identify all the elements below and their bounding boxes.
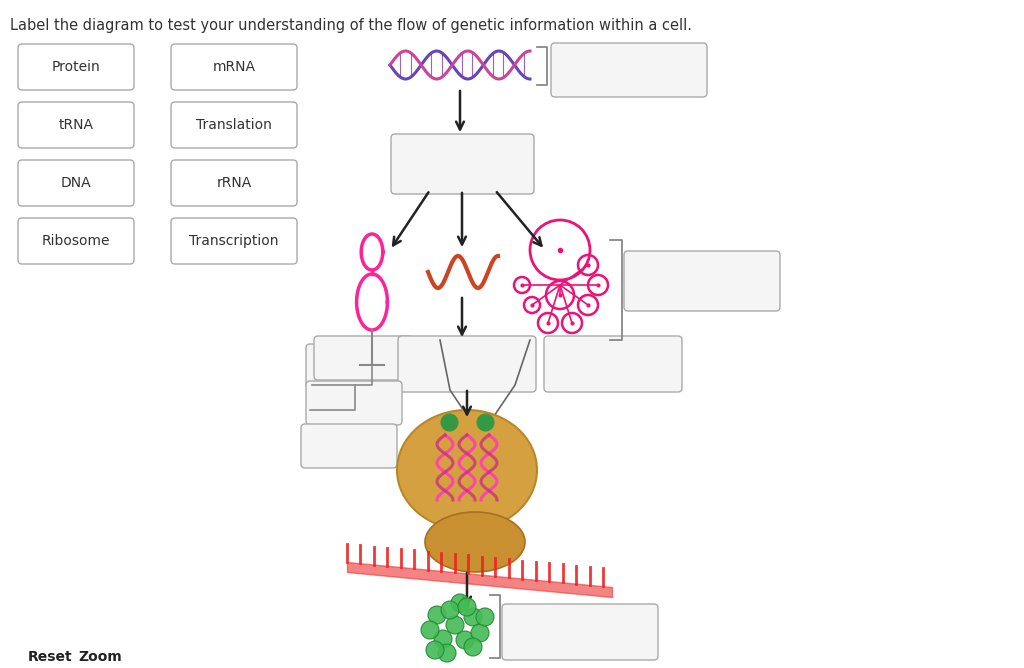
Text: Zoom: Zoom <box>78 650 122 664</box>
Ellipse shape <box>425 512 525 572</box>
FancyBboxPatch shape <box>18 102 134 148</box>
Text: DNA: DNA <box>60 176 91 190</box>
Circle shape <box>458 598 476 616</box>
FancyBboxPatch shape <box>551 43 707 97</box>
Circle shape <box>456 631 474 649</box>
FancyBboxPatch shape <box>301 424 397 468</box>
Circle shape <box>464 608 482 626</box>
FancyBboxPatch shape <box>171 44 297 90</box>
FancyBboxPatch shape <box>18 160 134 206</box>
Circle shape <box>476 608 494 626</box>
Text: Transcription: Transcription <box>189 234 279 248</box>
Circle shape <box>446 616 464 634</box>
Circle shape <box>438 644 456 662</box>
FancyBboxPatch shape <box>624 251 780 311</box>
Circle shape <box>434 630 452 648</box>
Circle shape <box>428 606 446 624</box>
Text: rRNA: rRNA <box>216 176 252 190</box>
FancyBboxPatch shape <box>171 102 297 148</box>
Circle shape <box>421 621 439 639</box>
FancyBboxPatch shape <box>18 218 134 264</box>
FancyBboxPatch shape <box>391 134 534 194</box>
Circle shape <box>441 601 459 619</box>
Text: Reset: Reset <box>28 650 73 664</box>
Circle shape <box>471 624 489 642</box>
Text: mRNA: mRNA <box>213 60 256 74</box>
Circle shape <box>451 594 469 612</box>
FancyBboxPatch shape <box>306 344 402 388</box>
Text: Translation: Translation <box>196 118 272 132</box>
Circle shape <box>426 641 444 659</box>
FancyBboxPatch shape <box>171 218 297 264</box>
FancyBboxPatch shape <box>502 604 658 660</box>
Text: tRNA: tRNA <box>58 118 93 132</box>
Circle shape <box>464 638 482 656</box>
FancyBboxPatch shape <box>398 336 536 392</box>
Text: Protein: Protein <box>51 60 100 74</box>
FancyBboxPatch shape <box>18 44 134 90</box>
Text: Ribosome: Ribosome <box>42 234 111 248</box>
Text: Label the diagram to test your understanding of the flow of genetic information : Label the diagram to test your understan… <box>10 18 692 33</box>
FancyBboxPatch shape <box>306 381 402 425</box>
FancyBboxPatch shape <box>314 336 412 380</box>
FancyBboxPatch shape <box>544 336 682 392</box>
FancyBboxPatch shape <box>171 160 297 206</box>
Ellipse shape <box>397 410 537 530</box>
